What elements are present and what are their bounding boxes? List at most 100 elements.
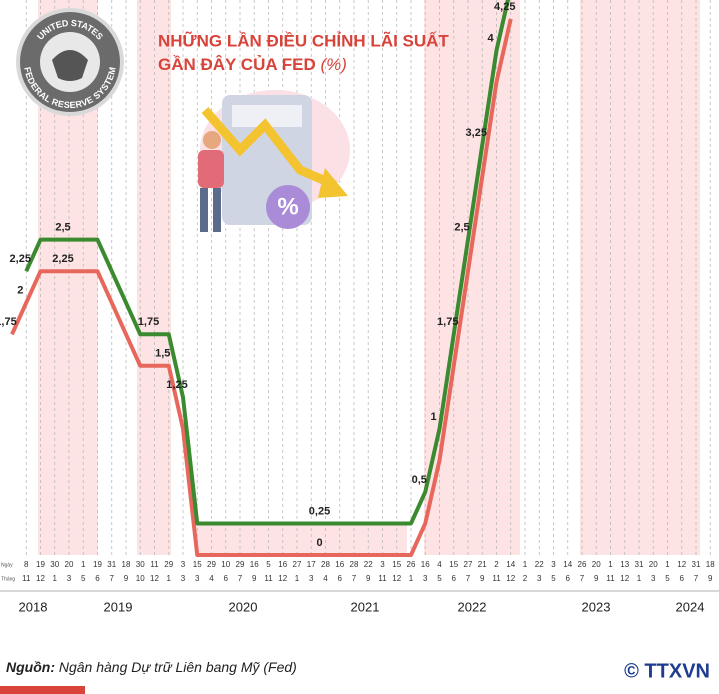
x-month-label: 11 (264, 574, 273, 583)
unit: (%) (320, 55, 346, 74)
page: UNITED STATES FEDERAL RESERVE SYSTEM NHỮ… (0, 0, 719, 694)
value-label: 3,25 (466, 127, 487, 139)
year-label: 2023 (582, 599, 611, 614)
value-label: 2,25 (52, 253, 73, 265)
x-month-label: 3 (181, 574, 186, 583)
x-day-label: 1 (608, 560, 613, 569)
x-day-label: 5 (266, 560, 271, 569)
illus-head (203, 131, 221, 149)
x-month-label: 9 (366, 574, 371, 583)
x-day-label: 15 (392, 560, 401, 569)
x-month-label: 7 (238, 574, 243, 583)
x-day-label: 22 (364, 560, 373, 569)
x-month-label: 12 (392, 574, 401, 583)
x-day-label: 12 (677, 560, 686, 569)
x-month-label: 3 (651, 574, 656, 583)
value-label: 1,75 (0, 316, 17, 328)
fed-seal: UNITED STATES FEDERAL RESERVE SYSTEM (16, 8, 124, 116)
x-day-label: 30 (136, 560, 145, 569)
x-month-label: 6 (680, 574, 685, 583)
x-month-label: 5 (551, 574, 556, 583)
year-label: 2020 (229, 599, 258, 614)
x-month-label: 1 (295, 574, 300, 583)
year-label: 2021 (351, 599, 380, 614)
x-month-label: 5 (665, 574, 670, 583)
shade-band (137, 0, 171, 555)
value-label: 1,75 (138, 316, 159, 328)
x-day-label: 26 (407, 560, 416, 569)
x-month-label: 6 (566, 574, 571, 583)
x-day-label: 30 (50, 560, 59, 569)
value-label: 2,5 (55, 222, 70, 234)
x-day-label: 29 (236, 560, 245, 569)
x-month-label: 5 (437, 574, 442, 583)
x-month-label: 10 (136, 574, 145, 583)
illustration: % (198, 90, 350, 232)
x-day-label: 31 (692, 560, 701, 569)
x-day-label: 17 (307, 560, 316, 569)
x-day-label: 18 (122, 560, 131, 569)
x-day-label: 28 (350, 560, 359, 569)
x-day-label: 2 (494, 560, 499, 569)
x-month-label: 1 (637, 574, 642, 583)
x-month-label: 12 (36, 574, 45, 583)
shading (38, 0, 700, 555)
x-day-label: 16 (335, 560, 344, 569)
x-month-label: 4 (209, 574, 214, 583)
x-month-label: 7 (466, 574, 471, 583)
x-month-label: 9 (594, 574, 599, 583)
x-month-label: 9 (480, 574, 485, 583)
x-month-label: 5 (81, 574, 86, 583)
x-day-label: 15 (449, 560, 458, 569)
x-day-label: 29 (207, 560, 216, 569)
x-month-label: 12 (278, 574, 287, 583)
x-day-label: 21 (478, 560, 487, 569)
x-month-label: 11 (378, 574, 387, 583)
x-day-label: 27 (464, 560, 473, 569)
illus-body (198, 150, 224, 188)
value-label: 2 (17, 285, 23, 297)
x-day-label: 16 (250, 560, 259, 569)
x-day-label: 20 (65, 560, 74, 569)
x-month-label: 9 (252, 574, 257, 583)
x-day-label: 20 (649, 560, 658, 569)
x-day-label: 28 (321, 560, 330, 569)
x-day-label: 3 (181, 560, 186, 569)
year-label: 2019 (104, 599, 133, 614)
x-month-label: 3 (195, 574, 200, 583)
x-month-label: 6 (452, 574, 457, 583)
value-label: 2,25 (10, 253, 31, 265)
x-month-label: 3 (537, 574, 542, 583)
x-month-label: 3 (67, 574, 72, 583)
x-row-label: Ngày (1, 562, 13, 568)
x-day-label: 16 (278, 560, 287, 569)
x-month-label: 9 (124, 574, 129, 583)
x-month-label: 9 (708, 574, 713, 583)
x-day-label: 1 (81, 560, 86, 569)
x-day-label: 15 (193, 560, 202, 569)
x-month-label: 11 (22, 574, 31, 583)
illus-percent: % (277, 193, 298, 220)
x-month-label: 7 (110, 574, 115, 583)
x-day-label: 1 (665, 560, 670, 569)
chart: UNITED STATES FEDERAL RESERVE SYSTEM NHỮ… (0, 0, 719, 694)
value-label: 0,25 (309, 505, 330, 517)
x-month-label: 12 (150, 574, 159, 583)
x-axis: 8193020119311830112931529102916516271728… (0, 560, 719, 614)
x-day-label: 14 (563, 560, 572, 569)
x-row-label: Tháng (1, 576, 15, 582)
x-month-label: 6 (95, 574, 100, 583)
year-label: 2022 (458, 599, 487, 614)
x-day-label: 26 (578, 560, 587, 569)
illus-leg (213, 188, 221, 232)
title: NHỮNG LẦN ĐIỀU CHỈNH LÃI SUẤT (158, 30, 449, 50)
footer-strip (0, 686, 85, 694)
x-month-label: 12 (620, 574, 629, 583)
x-month-label: 7 (694, 574, 699, 583)
year-label: 2018 (19, 599, 48, 614)
x-month-label: 3 (423, 574, 428, 583)
source-label: Nguồn: (6, 659, 55, 675)
x-month-label: 4 (323, 574, 328, 583)
value-label: 4,25 (494, 1, 515, 13)
value-label: 2,5 (454, 222, 469, 234)
